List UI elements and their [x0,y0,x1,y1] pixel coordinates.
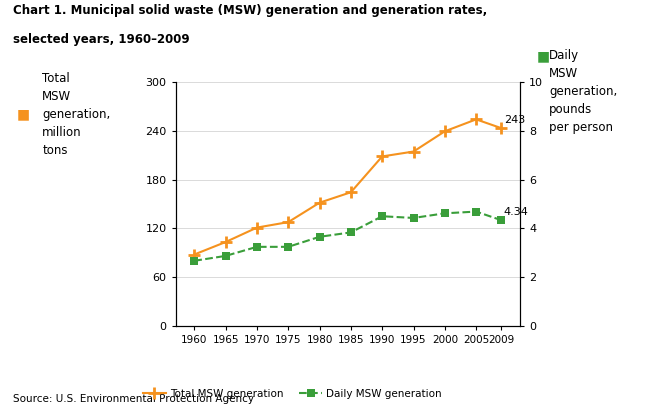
Daily MSW generation [284,244,292,249]
Daily MSW generation [378,214,386,219]
Total MSW generation [410,149,417,154]
Daily MSW generation [190,258,198,263]
Total MSW generation [347,190,355,195]
Daily MSW generation [410,215,417,220]
Daily MSW generation [473,209,480,214]
Total MSW generation [497,126,505,131]
Line: Total MSW generation: Total MSW generation [188,114,507,260]
Total MSW generation [473,117,480,122]
Text: Total
MSW
generation,
million
tons: Total MSW generation, million tons [42,72,110,157]
Text: Source: U.S. Environmental Protection Agency: Source: U.S. Environmental Protection Ag… [13,394,254,404]
Total MSW generation [222,239,229,244]
Daily MSW generation [347,230,355,235]
Total MSW generation [316,200,324,205]
Total MSW generation [253,225,261,230]
Daily MSW generation [222,253,229,258]
Total MSW generation [190,252,198,257]
Total MSW generation [378,154,386,159]
Text: 243: 243 [504,115,525,125]
Legend: Total MSW generation, Daily MSW generation: Total MSW generation, Daily MSW generati… [139,384,446,403]
Total MSW generation [284,220,292,224]
Total MSW generation [441,129,448,134]
Daily MSW generation [441,211,448,216]
Daily MSW generation [253,244,261,249]
Daily MSW generation [497,218,505,223]
Text: 4.34: 4.34 [504,207,528,217]
Text: selected years, 1960–2009: selected years, 1960–2009 [13,33,190,46]
Text: ■: ■ [16,107,29,121]
Text: Chart 1. Municipal solid waste (MSW) generation and generation rates,: Chart 1. Municipal solid waste (MSW) gen… [13,4,488,17]
Text: ■: ■ [536,49,549,63]
Text: Daily
MSW
generation,
pounds
per person: Daily MSW generation, pounds per person [549,49,618,134]
Line: Daily MSW generation: Daily MSW generation [190,207,506,265]
Daily MSW generation [316,234,324,239]
